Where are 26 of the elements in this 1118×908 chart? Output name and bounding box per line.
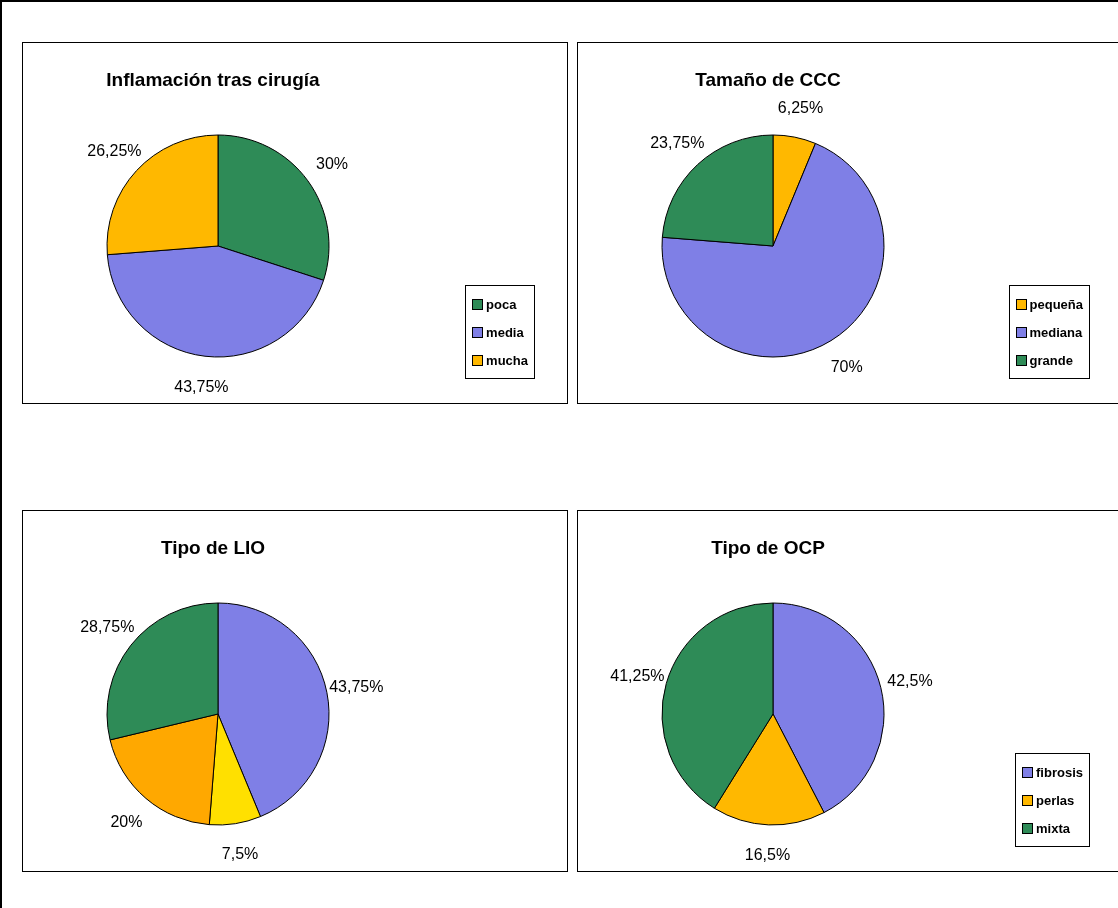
legend-label: mediana	[1029, 324, 1083, 340]
legend-label: poca	[486, 296, 517, 312]
chart-title: Inflamación tras cirugía	[105, 69, 321, 91]
data-label: 70%	[830, 357, 863, 375]
legend-label: mixta	[1036, 820, 1070, 836]
data-label: 43,75%	[329, 677, 384, 695]
data-label: 43,75%	[174, 377, 229, 395]
legend-label: perlas	[1036, 792, 1075, 808]
data-label: 6,25%	[777, 99, 824, 117]
data-label: 7,5%	[221, 844, 259, 862]
data-label: 41,25%	[610, 666, 665, 684]
data-label: 42,5%	[887, 672, 933, 690]
chart-title: Tipo de LIO	[159, 537, 267, 559]
data-label: 23,75%	[650, 133, 705, 151]
legend-label: mucha	[486, 352, 528, 368]
data-label: 16,5%	[744, 846, 791, 864]
data-label: 20%	[110, 812, 143, 830]
legend-label: fibrosis	[1036, 764, 1083, 780]
data-label: 28,75%	[80, 618, 135, 636]
data-label: 26,25%	[87, 141, 142, 159]
legend-label: grande	[1029, 352, 1073, 368]
chart-title: Tamaño de CCC	[694, 69, 842, 91]
legend-label: pequeña	[1029, 296, 1083, 312]
chart-title: Tipo de OCP	[710, 537, 826, 559]
legend-label: media	[486, 324, 524, 340]
data-label: 30%	[316, 154, 349, 172]
